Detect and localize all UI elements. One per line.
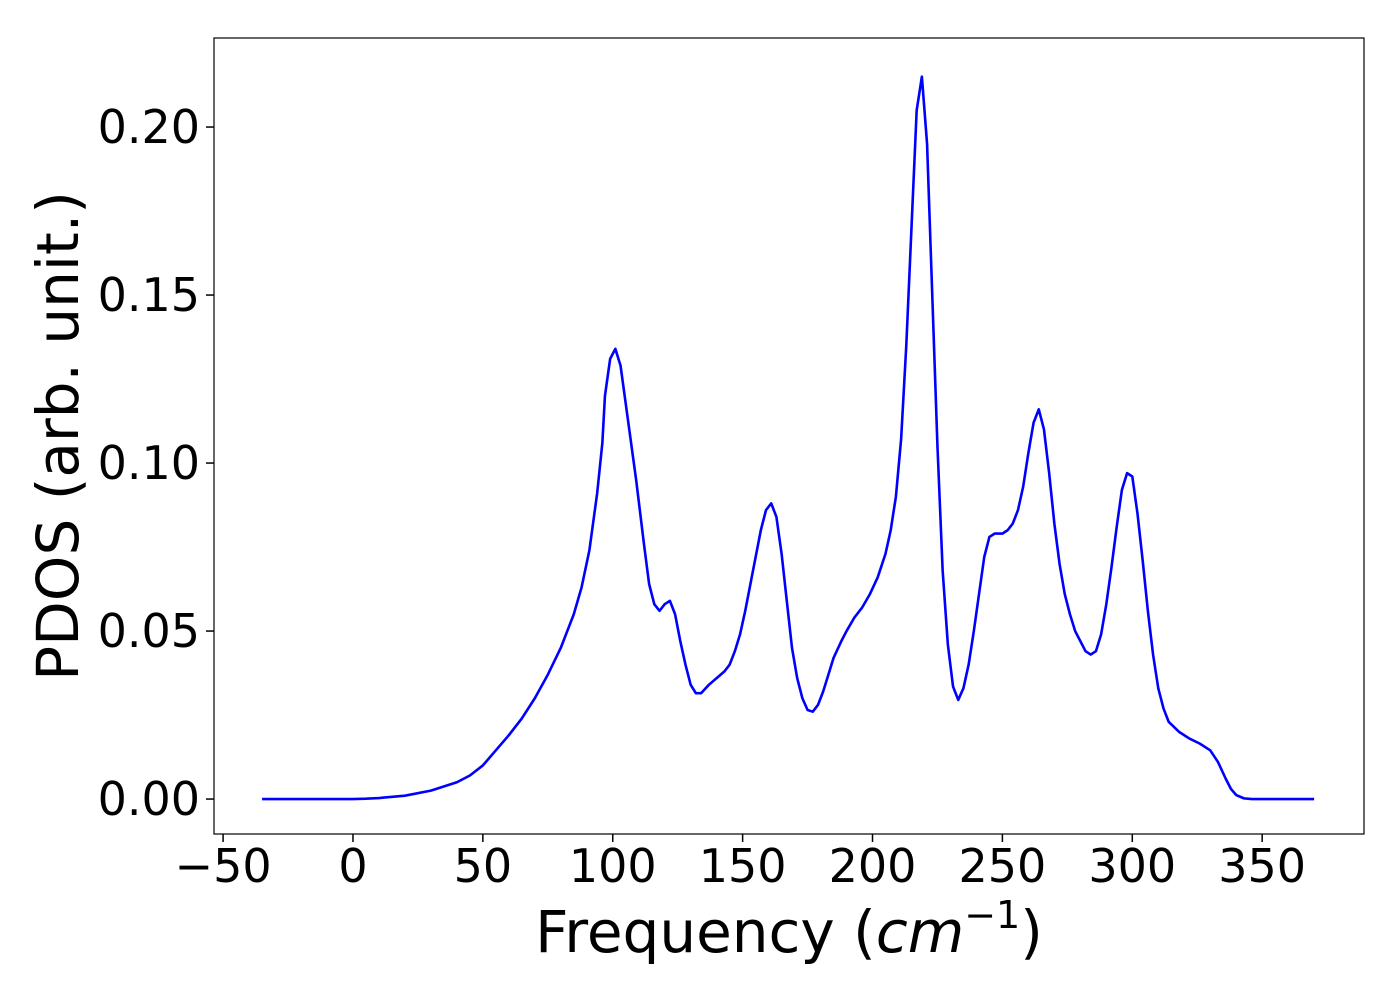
x-axis-label: Frequency (cm−1) [535,893,1043,966]
y-tick-label: 0.00 [98,772,200,826]
y-tick-label: 0.15 [98,268,200,322]
x-label-text: Frequency ( [535,898,876,966]
x-tick-label: 100 [569,839,657,893]
y-tick-label: 0.20 [98,100,200,154]
x-tick-label: 250 [958,839,1046,893]
x-tick-label: 200 [829,839,917,893]
x-tick-label: 0 [338,839,367,893]
plot-frame [213,37,1365,835]
x-label-text: ) [1020,898,1043,966]
x-tick-label: 350 [1218,839,1306,893]
x-label-exponent: −1 [964,893,1020,937]
x-tick-label: 300 [1088,839,1176,893]
y-axis-label: PDOS (arb. unit.) [24,191,92,681]
x-label-unit: cm [876,898,964,966]
x-tick-label: 150 [699,839,787,893]
x-tick-label: −50 [175,839,272,893]
y-tick-label: 0.05 [98,604,200,658]
data-line [262,75,1315,801]
x-tick-label: 50 [454,839,513,893]
y-tick-label: 0.10 [98,436,200,490]
